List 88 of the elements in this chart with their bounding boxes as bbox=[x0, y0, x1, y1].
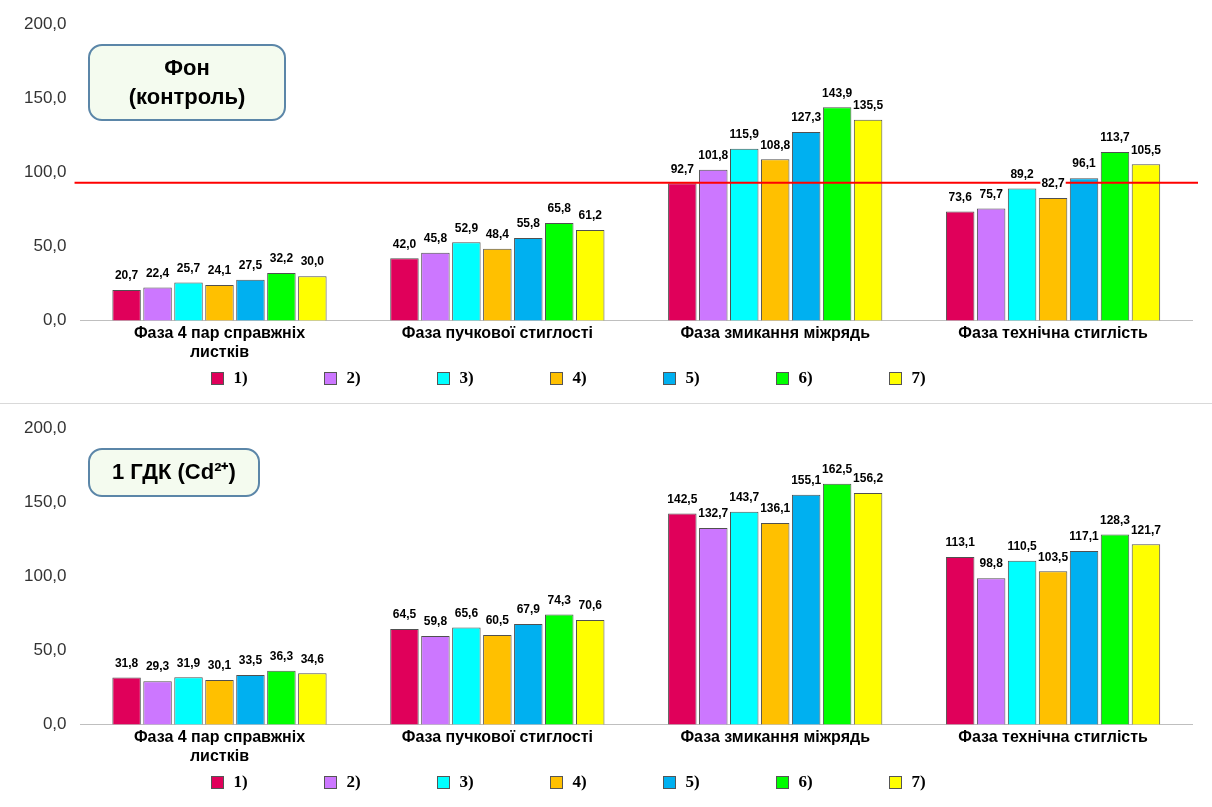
y-tick-label: 100,0 bbox=[23, 162, 67, 182]
data-label: 115,9 bbox=[729, 127, 760, 142]
data-label: 110,5 bbox=[1007, 539, 1038, 554]
legend-label: 7) bbox=[911, 368, 926, 388]
y-tick-label: 200,0 bbox=[23, 13, 67, 33]
legend-label: 3) bbox=[459, 368, 474, 388]
data-label: 96,1 bbox=[1072, 156, 1097, 171]
legend-label: 4) bbox=[572, 772, 587, 792]
data-label: 24,1 bbox=[207, 263, 232, 278]
data-label: 101,8 bbox=[698, 148, 729, 163]
data-label: 74,3 bbox=[547, 592, 572, 607]
data-label: 32,2 bbox=[269, 251, 294, 266]
data-label: 103,5 bbox=[1038, 549, 1069, 564]
data-label: 65,6 bbox=[454, 605, 479, 620]
data-label: 29,3 bbox=[145, 659, 170, 674]
x-tick-label: Фаза 4 пар справжніх листків bbox=[133, 727, 306, 764]
data-label: 20,7 bbox=[114, 268, 139, 283]
data-label: 92,7 bbox=[670, 161, 695, 176]
legend-label: 6) bbox=[798, 368, 813, 388]
y-tick-label: 200,0 bbox=[23, 417, 67, 437]
data-label: 52,9 bbox=[454, 220, 479, 235]
x-tick-label: Фаза змикання міжрядь bbox=[680, 727, 871, 745]
data-label: 59,8 bbox=[423, 614, 448, 629]
y-tick-label: 150,0 bbox=[23, 491, 67, 511]
y-tick-label: 150,0 bbox=[23, 87, 67, 107]
legend-label: 7) bbox=[911, 772, 926, 792]
data-label: 60,5 bbox=[485, 613, 510, 628]
legend-label: 6) bbox=[798, 772, 813, 792]
data-label: 75,7 bbox=[979, 186, 1004, 201]
legend-label: 5) bbox=[685, 368, 700, 388]
x-tick-label: Фаза змикання міжрядь bbox=[680, 323, 871, 341]
data-label: 156,2 bbox=[853, 471, 884, 486]
data-label: 113,1 bbox=[945, 535, 976, 550]
data-label: 155,1 bbox=[791, 473, 822, 488]
data-label: 127,3 bbox=[791, 110, 822, 125]
data-label: 117,1 bbox=[1069, 529, 1100, 544]
y-tick-label: 50,0 bbox=[33, 640, 67, 660]
data-label: 36,3 bbox=[269, 649, 294, 664]
legend-label: 2) bbox=[346, 772, 361, 792]
data-label: 55,8 bbox=[516, 216, 541, 231]
y-tick-label: 0,0 bbox=[42, 310, 67, 330]
data-label: 143,7 bbox=[729, 489, 760, 504]
data-label: 113,7 bbox=[1100, 130, 1130, 145]
data-label: 136,1 bbox=[760, 501, 791, 516]
legend-label: 2) bbox=[346, 368, 361, 388]
data-label: 135,5 bbox=[853, 98, 884, 113]
data-label: 89,2 bbox=[1010, 166, 1035, 181]
data-label: 70,6 bbox=[578, 598, 603, 613]
data-label: 143,9 bbox=[822, 85, 853, 100]
data-label: 132,7 bbox=[698, 506, 729, 521]
data-label: 98,8 bbox=[979, 556, 1004, 571]
data-label: 64,5 bbox=[392, 607, 417, 622]
data-label: 65,8 bbox=[547, 201, 572, 216]
y-tick-label: 0,0 bbox=[42, 714, 67, 734]
data-label: 105,5 bbox=[1130, 142, 1162, 157]
data-label: 22,4 bbox=[145, 265, 170, 280]
data-label: 108,8 bbox=[760, 137, 791, 152]
data-label: 33,5 bbox=[238, 653, 263, 668]
data-label: 31,8 bbox=[114, 655, 139, 670]
legend-label: 5) bbox=[685, 772, 700, 792]
x-tick-label: Фаза технічна стиглість bbox=[958, 727, 1149, 745]
data-label: 30,0 bbox=[300, 254, 325, 269]
data-label: 82,7 bbox=[1041, 176, 1066, 191]
data-label: 142,5 bbox=[667, 491, 698, 506]
y-tick-label: 100,0 bbox=[23, 566, 67, 586]
y-tick-label: 50,0 bbox=[33, 236, 67, 256]
legend-label: 1) bbox=[233, 772, 248, 792]
data-label: 73,6 bbox=[948, 189, 973, 204]
data-label: 25,7 bbox=[176, 260, 201, 275]
data-label: 34,6 bbox=[300, 651, 325, 666]
data-label: 128,3 bbox=[1099, 512, 1131, 527]
data-label: 67,9 bbox=[516, 602, 541, 617]
x-tick-label: Фаза пучкової стиглості bbox=[401, 323, 593, 341]
data-label: 30,1 bbox=[207, 658, 232, 673]
data-label: 48,4 bbox=[485, 227, 510, 242]
data-label: 61,2 bbox=[578, 208, 603, 223]
data-label: 162,5 bbox=[822, 462, 853, 477]
data-label: 31,9 bbox=[176, 655, 201, 670]
legend-label: 4) bbox=[572, 368, 587, 388]
x-tick-label: Фаза пучкової стиглості bbox=[401, 727, 593, 745]
x-tick-label: Фаза 4 пар справжніх листків bbox=[133, 323, 306, 360]
legend-label: 1) bbox=[233, 368, 248, 388]
data-label: 121,7 bbox=[1130, 522, 1162, 537]
data-label: 27,5 bbox=[238, 258, 263, 273]
x-tick-label: Фаза технічна стиглість bbox=[958, 323, 1149, 341]
data-label: 42,0 bbox=[392, 236, 417, 251]
legend-label: 3) bbox=[459, 772, 474, 792]
data-label: 45,8 bbox=[423, 231, 448, 246]
